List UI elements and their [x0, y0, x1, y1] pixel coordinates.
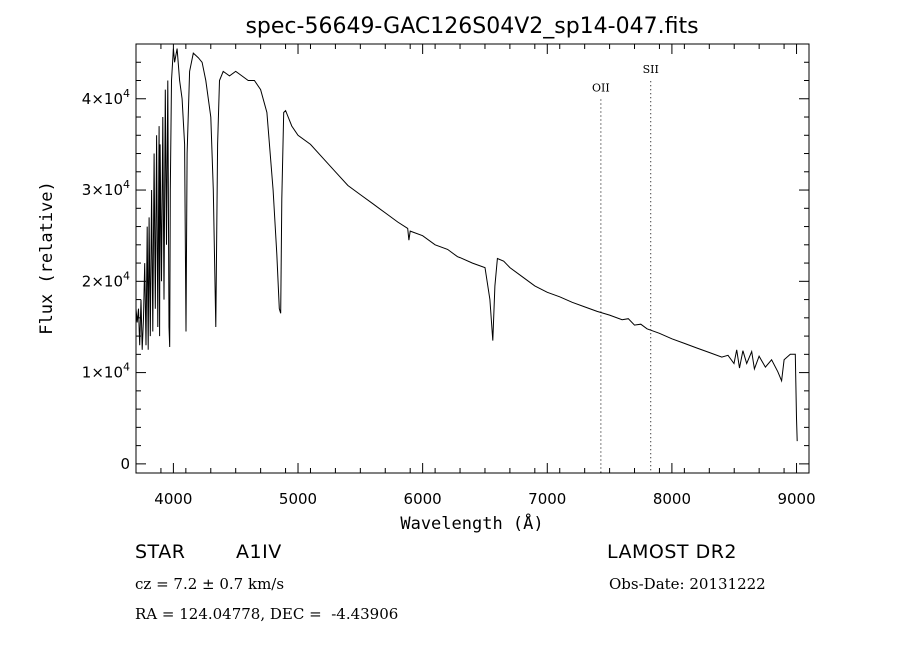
obs-date: Obs-Date: 20131222: [609, 575, 766, 593]
plot-frame: [135, 43, 810, 474]
spectrum-line: [135, 48, 798, 442]
object-type: STAR: [135, 541, 186, 563]
x-tick-label: 5000: [279, 490, 317, 508]
axis-ticks: 4000 5000 6000 7000 8000 9000 0 1×104 2×104 3×104…: [82, 44, 816, 508]
x-tick-label: 9000: [777, 490, 815, 508]
x-tick-label: 6000: [404, 490, 442, 508]
y-tick-label: 0: [120, 455, 130, 473]
x-tick-label: 7000: [528, 490, 566, 508]
chart-title: spec-56649-GAC126S04V2_sp14-047.fits: [245, 14, 698, 39]
y-axis-label: Flux (relative): [37, 181, 57, 335]
annotation-label: SII: [643, 63, 659, 76]
line-annotations: OII SII: [592, 63, 659, 473]
redshift-line: cz = 7.2 ± 0.7 km/s: [135, 575, 285, 593]
y-tick-label: 2×104: [82, 269, 130, 290]
coordinates: RA = 124.04778, DEC = -4.43906: [135, 605, 399, 623]
y-tick-label: 1×104: [82, 361, 130, 382]
x-tick-label: 4000: [154, 490, 192, 508]
y-tick-label: 4×104: [82, 87, 130, 108]
annotation-label: OII: [592, 81, 610, 94]
spectral-class: A1IV: [236, 541, 282, 563]
x-axis-label: Wavelength (Å): [400, 512, 543, 534]
survey-name: LAMOST DR2: [607, 541, 737, 563]
x-tick-label: 8000: [653, 490, 691, 508]
y-tick-label: 3×104: [82, 178, 130, 199]
